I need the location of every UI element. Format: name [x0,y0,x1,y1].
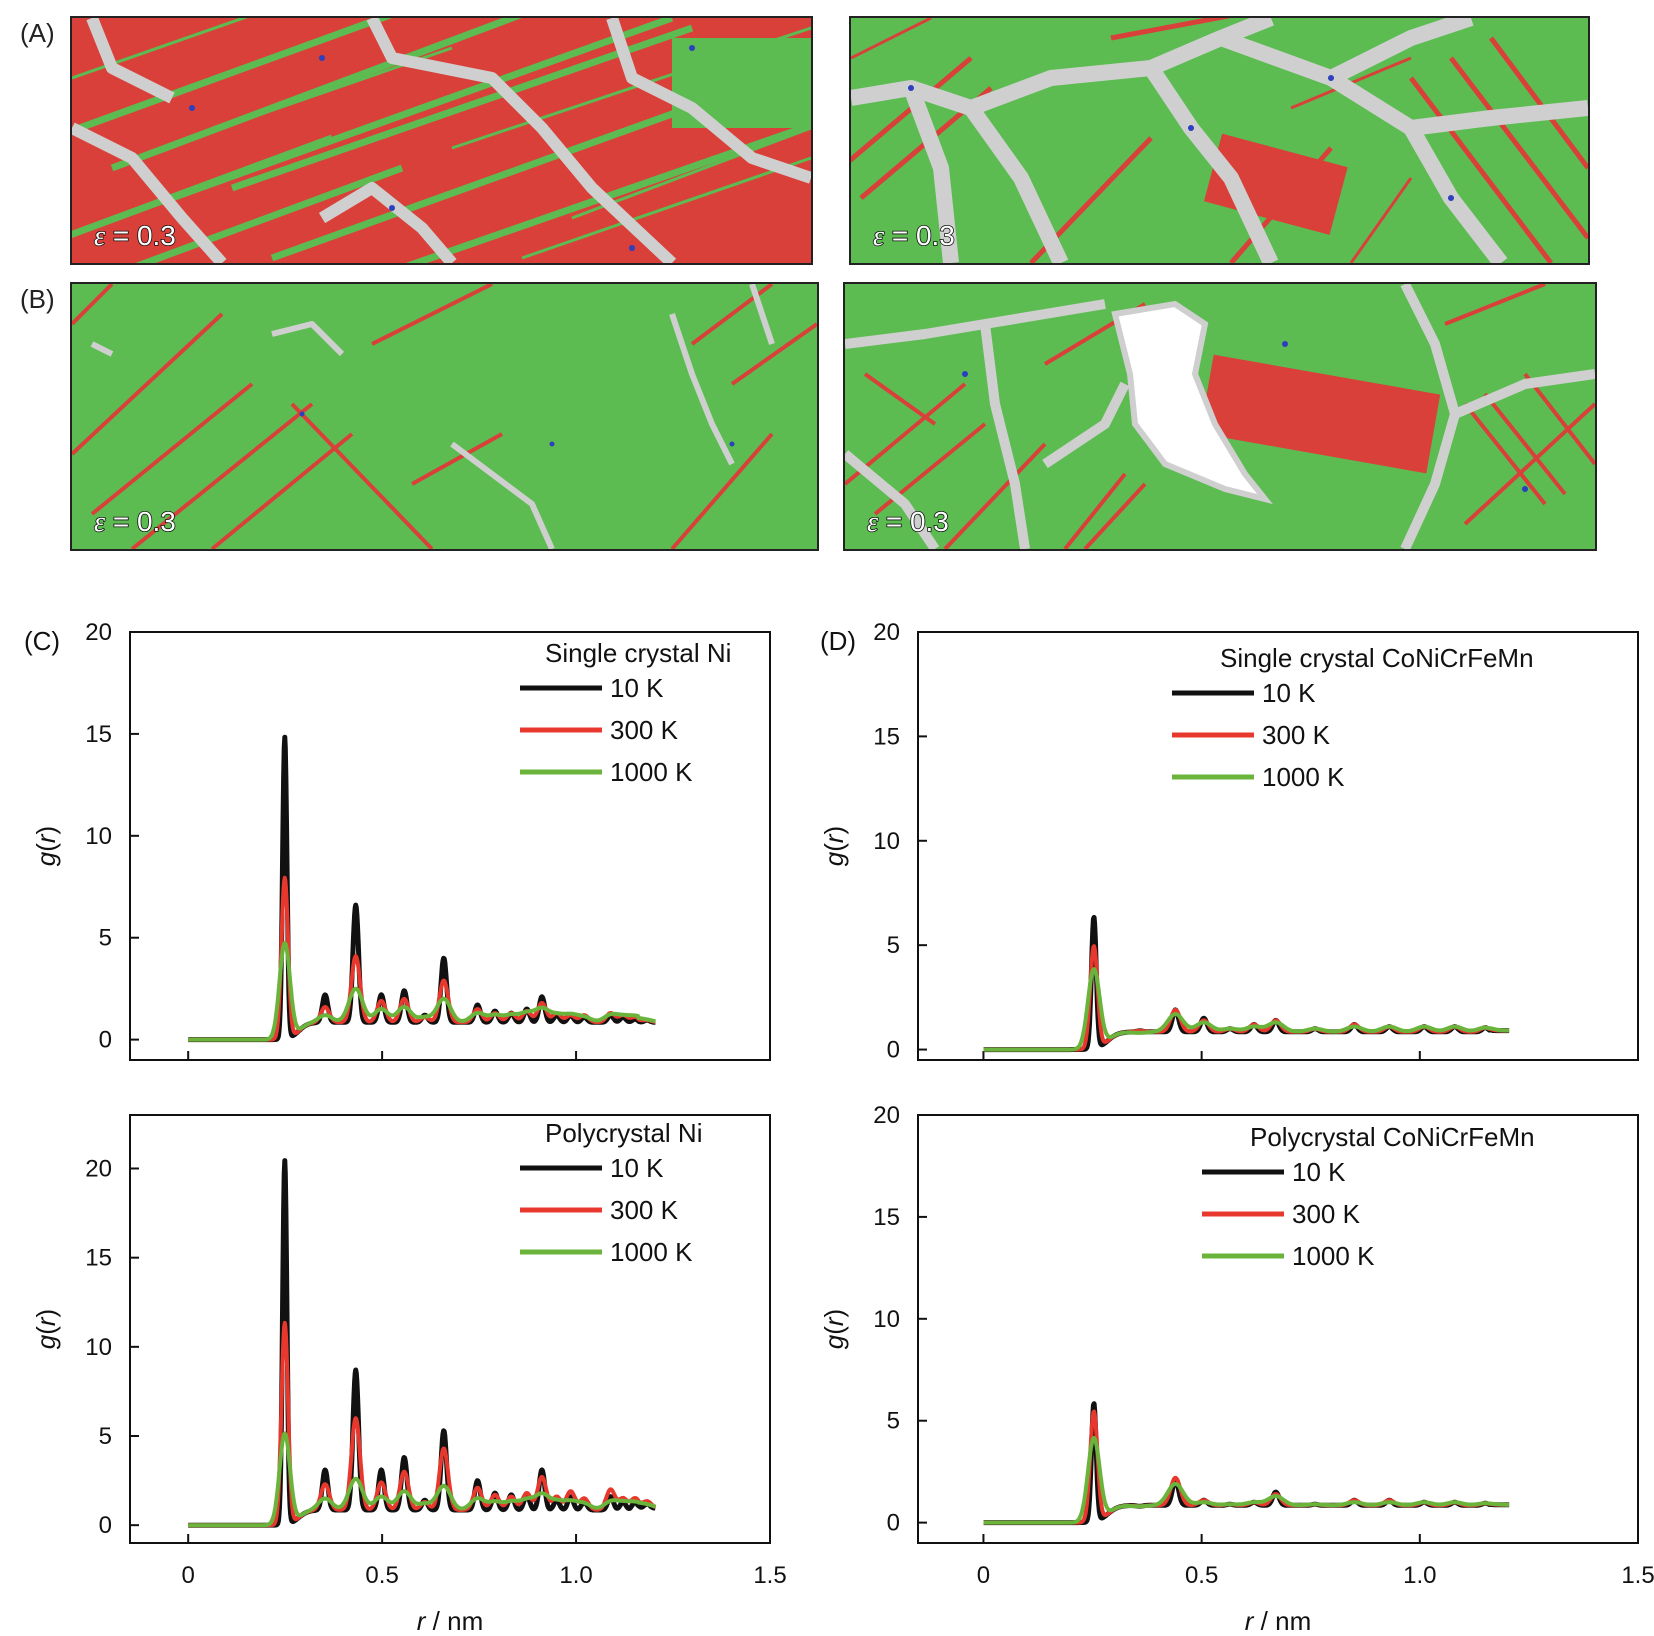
plot-frame [917,1114,1639,1544]
snapshot-A-right-image [851,18,1588,263]
legend-title: Single crystal CoNiCrFeMn [1220,643,1534,673]
y-tick-label: 0 [99,1027,112,1054]
snapshot-A-left-image [72,18,811,263]
strain-label: ε = 0.3 [93,505,176,539]
y-tick-label: 20 [873,1102,900,1129]
x-tick-label: 1.0 [1403,1562,1436,1589]
series-line-300K [982,1409,1511,1525]
panel-label-A: (A) [20,18,55,48]
y-axis-label: g(r) [819,826,849,866]
series-line-1000K [982,1435,1511,1525]
y-tick-label: 20 [873,619,900,646]
chart-C-top: 0 5 10 15 20 g(r) (C) Single crystal Ni 10 K 300 … [24,619,771,1061]
x-tick-label: 0 [977,1562,990,1589]
snapshot-B-left-image [72,284,817,549]
panel-label: (C) [24,626,60,656]
panel-label-B: (B) [20,284,55,314]
legend-entry: 1000 K [610,1237,693,1267]
legend-entry: 300 K [610,1195,679,1225]
series-line-10K [186,734,658,1043]
y-axis-label: g(r) [819,1309,849,1349]
legend-entry: 10 K [610,673,664,703]
y-tick-label: 15 [85,1245,112,1272]
y-tick-label: 0 [887,1510,900,1537]
plot-frame [917,631,1639,1061]
y-tick-label: 10 [873,828,900,855]
strain-label: ε = 0.3 [872,219,955,253]
panel-label: (D) [820,626,856,656]
chart-D-top: 0 5 10 15 20 g(r) (D) Single crystal CoNiCrFeMn… [819,619,1639,1064]
snapshot-A-left: ε = 0.3 [70,16,813,265]
series-line-1000K [186,941,657,1042]
legend-entry: 300 K [610,715,679,745]
y-tick-label: 0 [99,1512,112,1539]
x-tick-label: 1.0 [559,1562,592,1589]
legend-title: Polycrystal Ni [545,1118,702,1148]
legend-entry: 300 K [1292,1199,1361,1229]
legend-entry: 1000 K [610,757,693,787]
y-tick-label: 15 [873,723,900,750]
series-line-300K [982,944,1511,1052]
legend-entry: 1000 K [1292,1241,1375,1271]
series-line-1000K [982,967,1511,1052]
strain-label: ε = 0.3 [93,219,176,253]
y-tick-label: 20 [85,1156,112,1183]
snapshot-B-right-image [845,284,1595,549]
y-tick-label: 20 [85,619,112,646]
strain-label: ε = 0.3 [866,505,949,539]
y-tick-label: 5 [99,1423,112,1450]
chart-D-bottom: 0 5 10 15 20 0 0.5 1.0 1.5 r / nm g(r) Polycrystal … [819,1102,1654,1636]
legend-entry: 10 K [1262,678,1316,708]
series-line-10K [186,1158,658,1528]
legend-entry: 300 K [1262,720,1331,750]
x-tick-label: 1.5 [753,1562,786,1589]
y-tick-label: 10 [85,1334,112,1361]
y-tick-label: 15 [873,1204,900,1231]
snapshot-A-right: ε = 0.3 [849,16,1590,265]
snapshot-B-right: ε = 0.3 [843,282,1597,551]
plot-frame [129,1114,771,1544]
y-tick-label: 10 [873,1306,900,1333]
snapshot-B-left: ε = 0.3 [70,282,819,551]
y-tick-label: 15 [85,721,112,748]
x-tick-label: 0.5 [365,1562,398,1589]
x-tick-label: 1.5 [1621,1562,1654,1589]
series-line-300K [186,1320,657,1528]
y-tick-label: 0 [887,1037,900,1064]
legend-entry: 10 K [610,1153,664,1183]
x-tick-label: 0.5 [1185,1562,1218,1589]
x-tick-label: 0 [182,1562,195,1589]
legend-title: Single crystal Ni [545,638,731,668]
legend-title: Polycrystal CoNiCrFeMn [1250,1122,1535,1152]
y-tick-label: 5 [887,1408,900,1435]
plot-frame [129,631,771,1061]
x-axis-label: r / nm [1245,1606,1311,1636]
chart-C-bottom: 0 5 10 15 20 0 0.5 1.0 1.5 r / nm g(r) Polycrystal … [31,1114,787,1636]
y-tick-label: 10 [85,823,112,850]
legend-entry: 10 K [1292,1157,1346,1187]
legend-entry: 1000 K [1262,762,1345,792]
series-line-1000K [186,1431,657,1528]
x-axis-label: r / nm [417,1606,483,1636]
y-axis-label: g(r) [31,1309,61,1349]
y-tick-label: 5 [99,925,112,952]
y-tick-label: 5 [887,932,900,959]
y-axis-label: g(r) [31,826,61,866]
